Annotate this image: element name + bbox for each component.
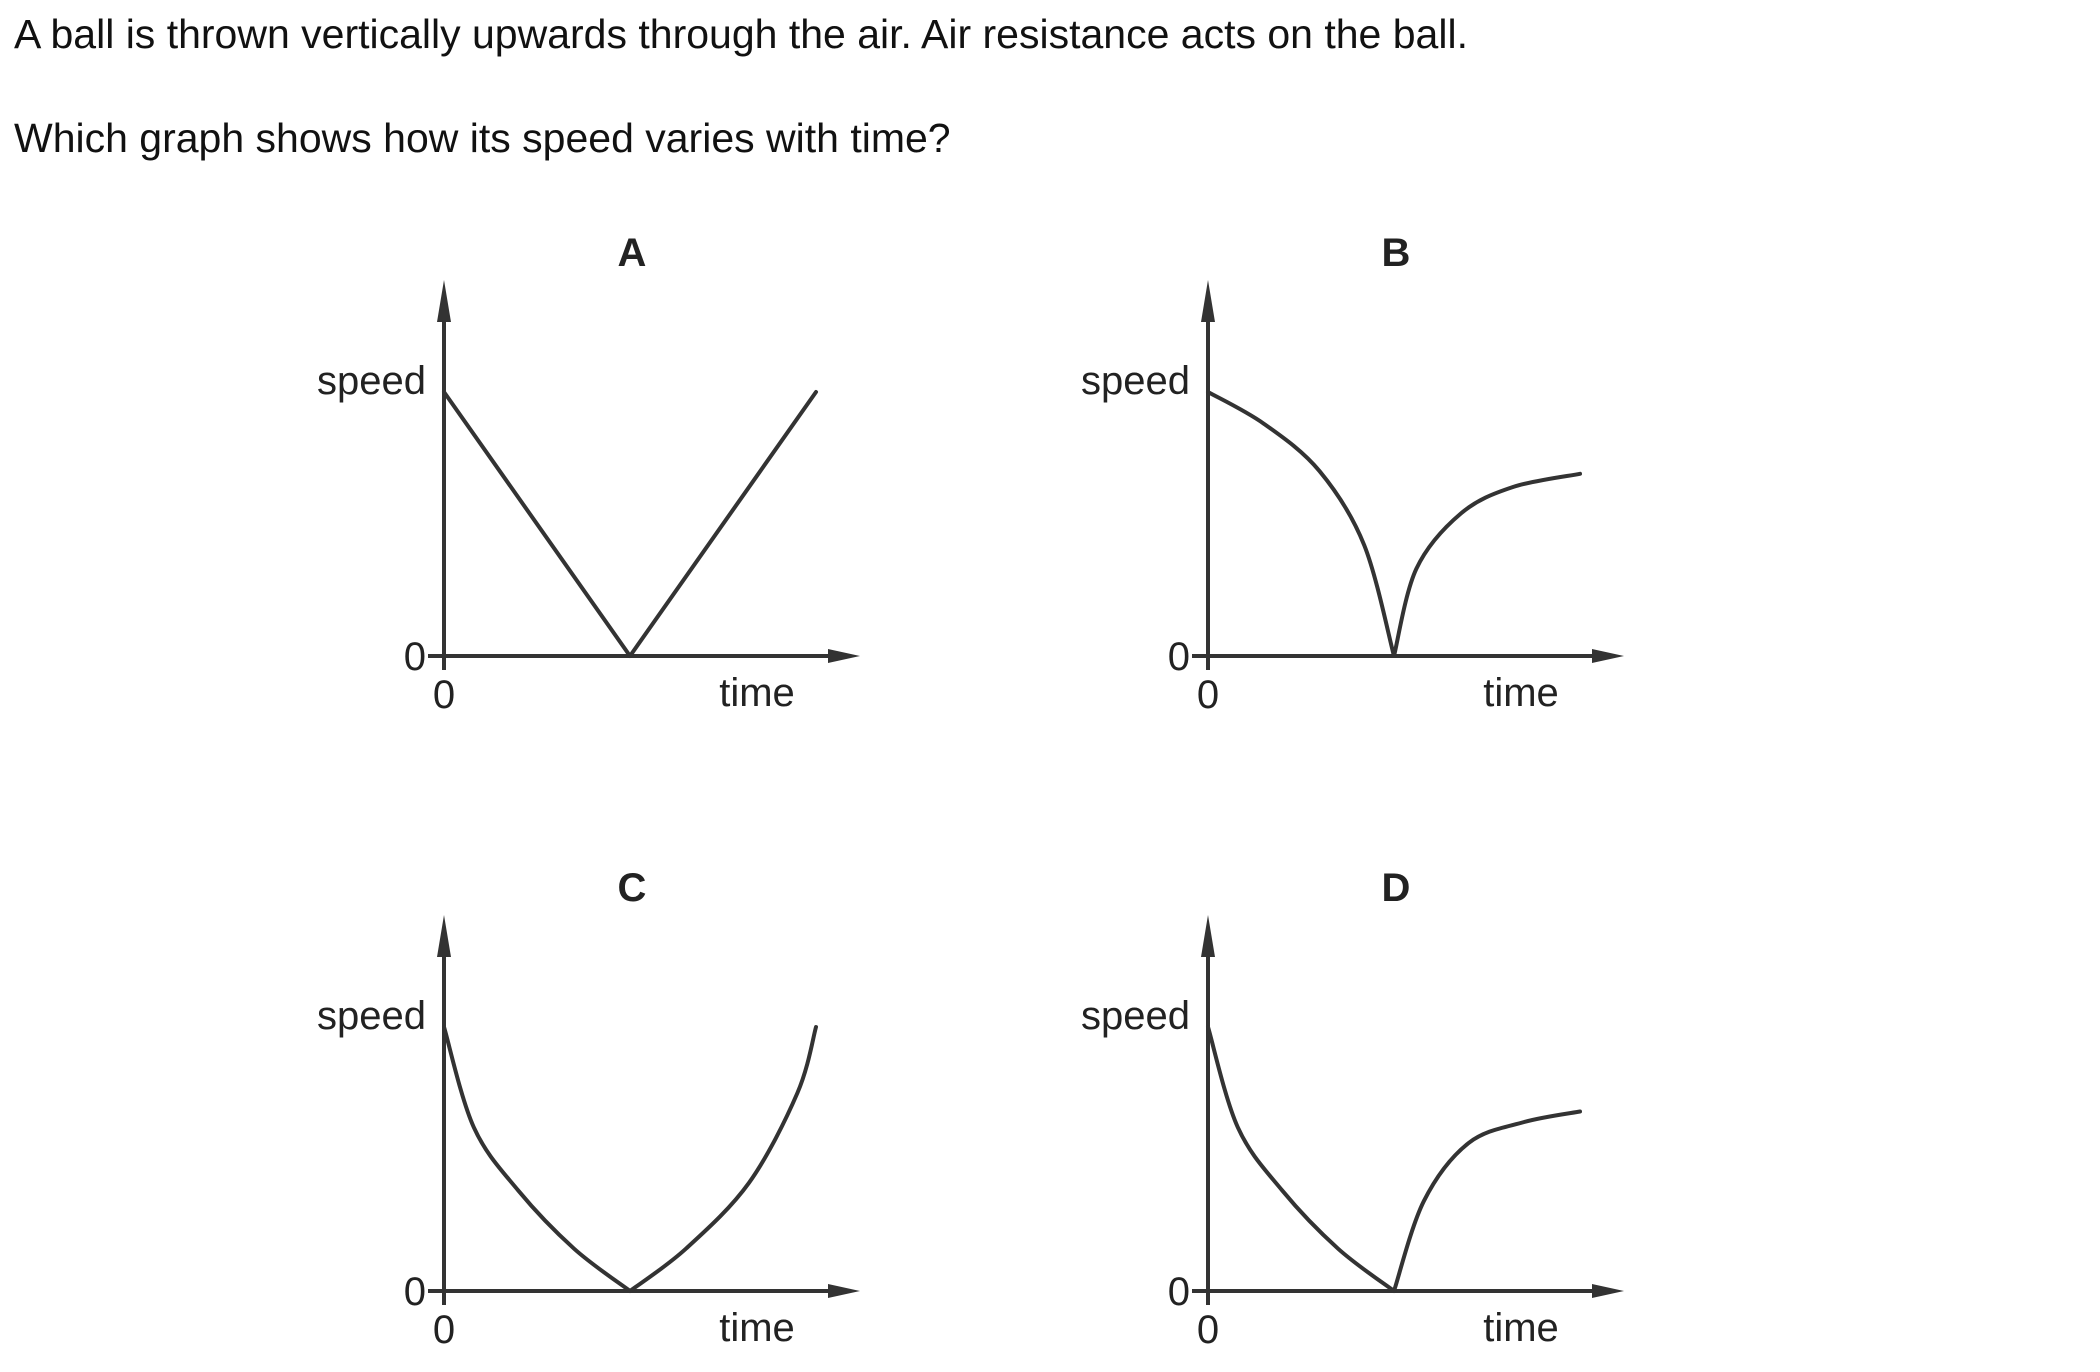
x-origin-label: 0 [1197, 673, 1219, 717]
speed-curve [442, 390, 818, 658]
x-axis-label: time [719, 671, 795, 715]
y-axis-label: speed [317, 359, 426, 403]
y-axis-label: speed [1081, 994, 1190, 1038]
y-origin-label: 0 [1168, 635, 1190, 679]
y-origin-label: 0 [404, 635, 426, 679]
x-axis-label: time [1483, 1306, 1559, 1350]
y-axis-arrow [437, 915, 451, 957]
x-origin-label: 0 [433, 1308, 455, 1352]
x-axis-arrow [828, 1284, 860, 1298]
x-axis-arrow [1592, 1284, 1624, 1298]
x-axis-label: time [1483, 671, 1559, 715]
question-prompt: Which graph shows how its speed varies w… [14, 115, 951, 161]
x-origin-label: 0 [433, 673, 455, 717]
option-letter-a: A [618, 231, 647, 275]
x-axis-label: time [719, 1306, 795, 1350]
speed-curve [1206, 1025, 1582, 1293]
question-line-1: A ball is thrown vertically upwards thro… [14, 11, 1468, 57]
option-letter-b: B [1382, 231, 1411, 275]
y-origin-label: 0 [404, 1270, 426, 1314]
option-letter-c: C [618, 866, 647, 910]
y-axis-label: speed [1081, 359, 1190, 403]
x-origin-label: 0 [1197, 1308, 1219, 1352]
x-axis-arrow [828, 649, 860, 663]
speed-curve [1206, 390, 1582, 658]
x-axis-arrow [1592, 649, 1624, 663]
y-origin-label: 0 [1168, 1270, 1190, 1314]
speed-curve [442, 1025, 818, 1293]
option-letter-d: D [1382, 866, 1411, 910]
y-axis-arrow [1201, 915, 1215, 957]
y-axis-arrow [1201, 280, 1215, 322]
y-axis-label: speed [317, 994, 426, 1038]
y-axis-arrow [437, 280, 451, 322]
